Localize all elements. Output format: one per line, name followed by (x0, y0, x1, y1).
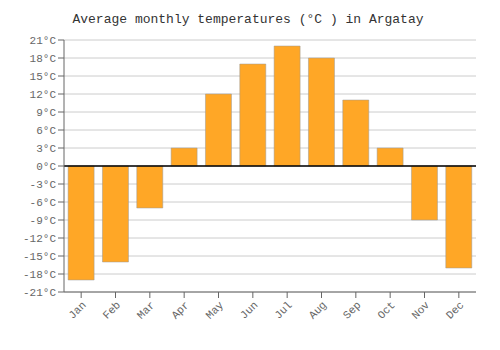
svg-text:12°C: 12°C (30, 89, 57, 101)
svg-text:Apr: Apr (169, 299, 191, 321)
svg-text:6°C: 6°C (36, 125, 56, 137)
svg-text:-6°C: -6°C (30, 197, 57, 209)
svg-text:-18°C: -18°C (23, 269, 56, 281)
svg-text:Sep: Sep (341, 299, 363, 321)
html-text:Average monthly temperatures (: Average monthly temperatures (°C ) in Ar… (72, 12, 424, 27)
svg-text:0°C: 0°C (36, 161, 56, 173)
svg-text:Mar: Mar (135, 299, 157, 321)
svg-text:-3°C: -3°C (30, 179, 57, 191)
svg-text:Oct: Oct (375, 299, 397, 321)
svg-text:Feb: Feb (101, 299, 123, 321)
svg-text:Aug: Aug (307, 299, 329, 321)
svg-text:Jun: Jun (238, 299, 260, 321)
svg-text:Jan: Jan (66, 299, 88, 321)
svg-text:18°C: 18°C (30, 53, 57, 65)
svg-text:-15°C: -15°C (23, 251, 56, 263)
svg-text:3°C: 3°C (36, 143, 56, 155)
svg-text:Nov: Nov (410, 299, 433, 322)
svg-text:Jul: Jul (272, 299, 294, 321)
svg-text:May: May (204, 299, 227, 322)
svg-text:15°C: 15°C (30, 71, 57, 83)
svg-text:-9°C: -9°C (30, 215, 57, 227)
svg-text:21°C: 21°C (30, 35, 57, 47)
svg-text:-21°C: -21°C (23, 287, 56, 299)
svg-text:Dec: Dec (444, 299, 466, 321)
svg-text:9°C: 9°C (36, 107, 56, 119)
svg-text:-12°C: -12°C (23, 233, 56, 245)
